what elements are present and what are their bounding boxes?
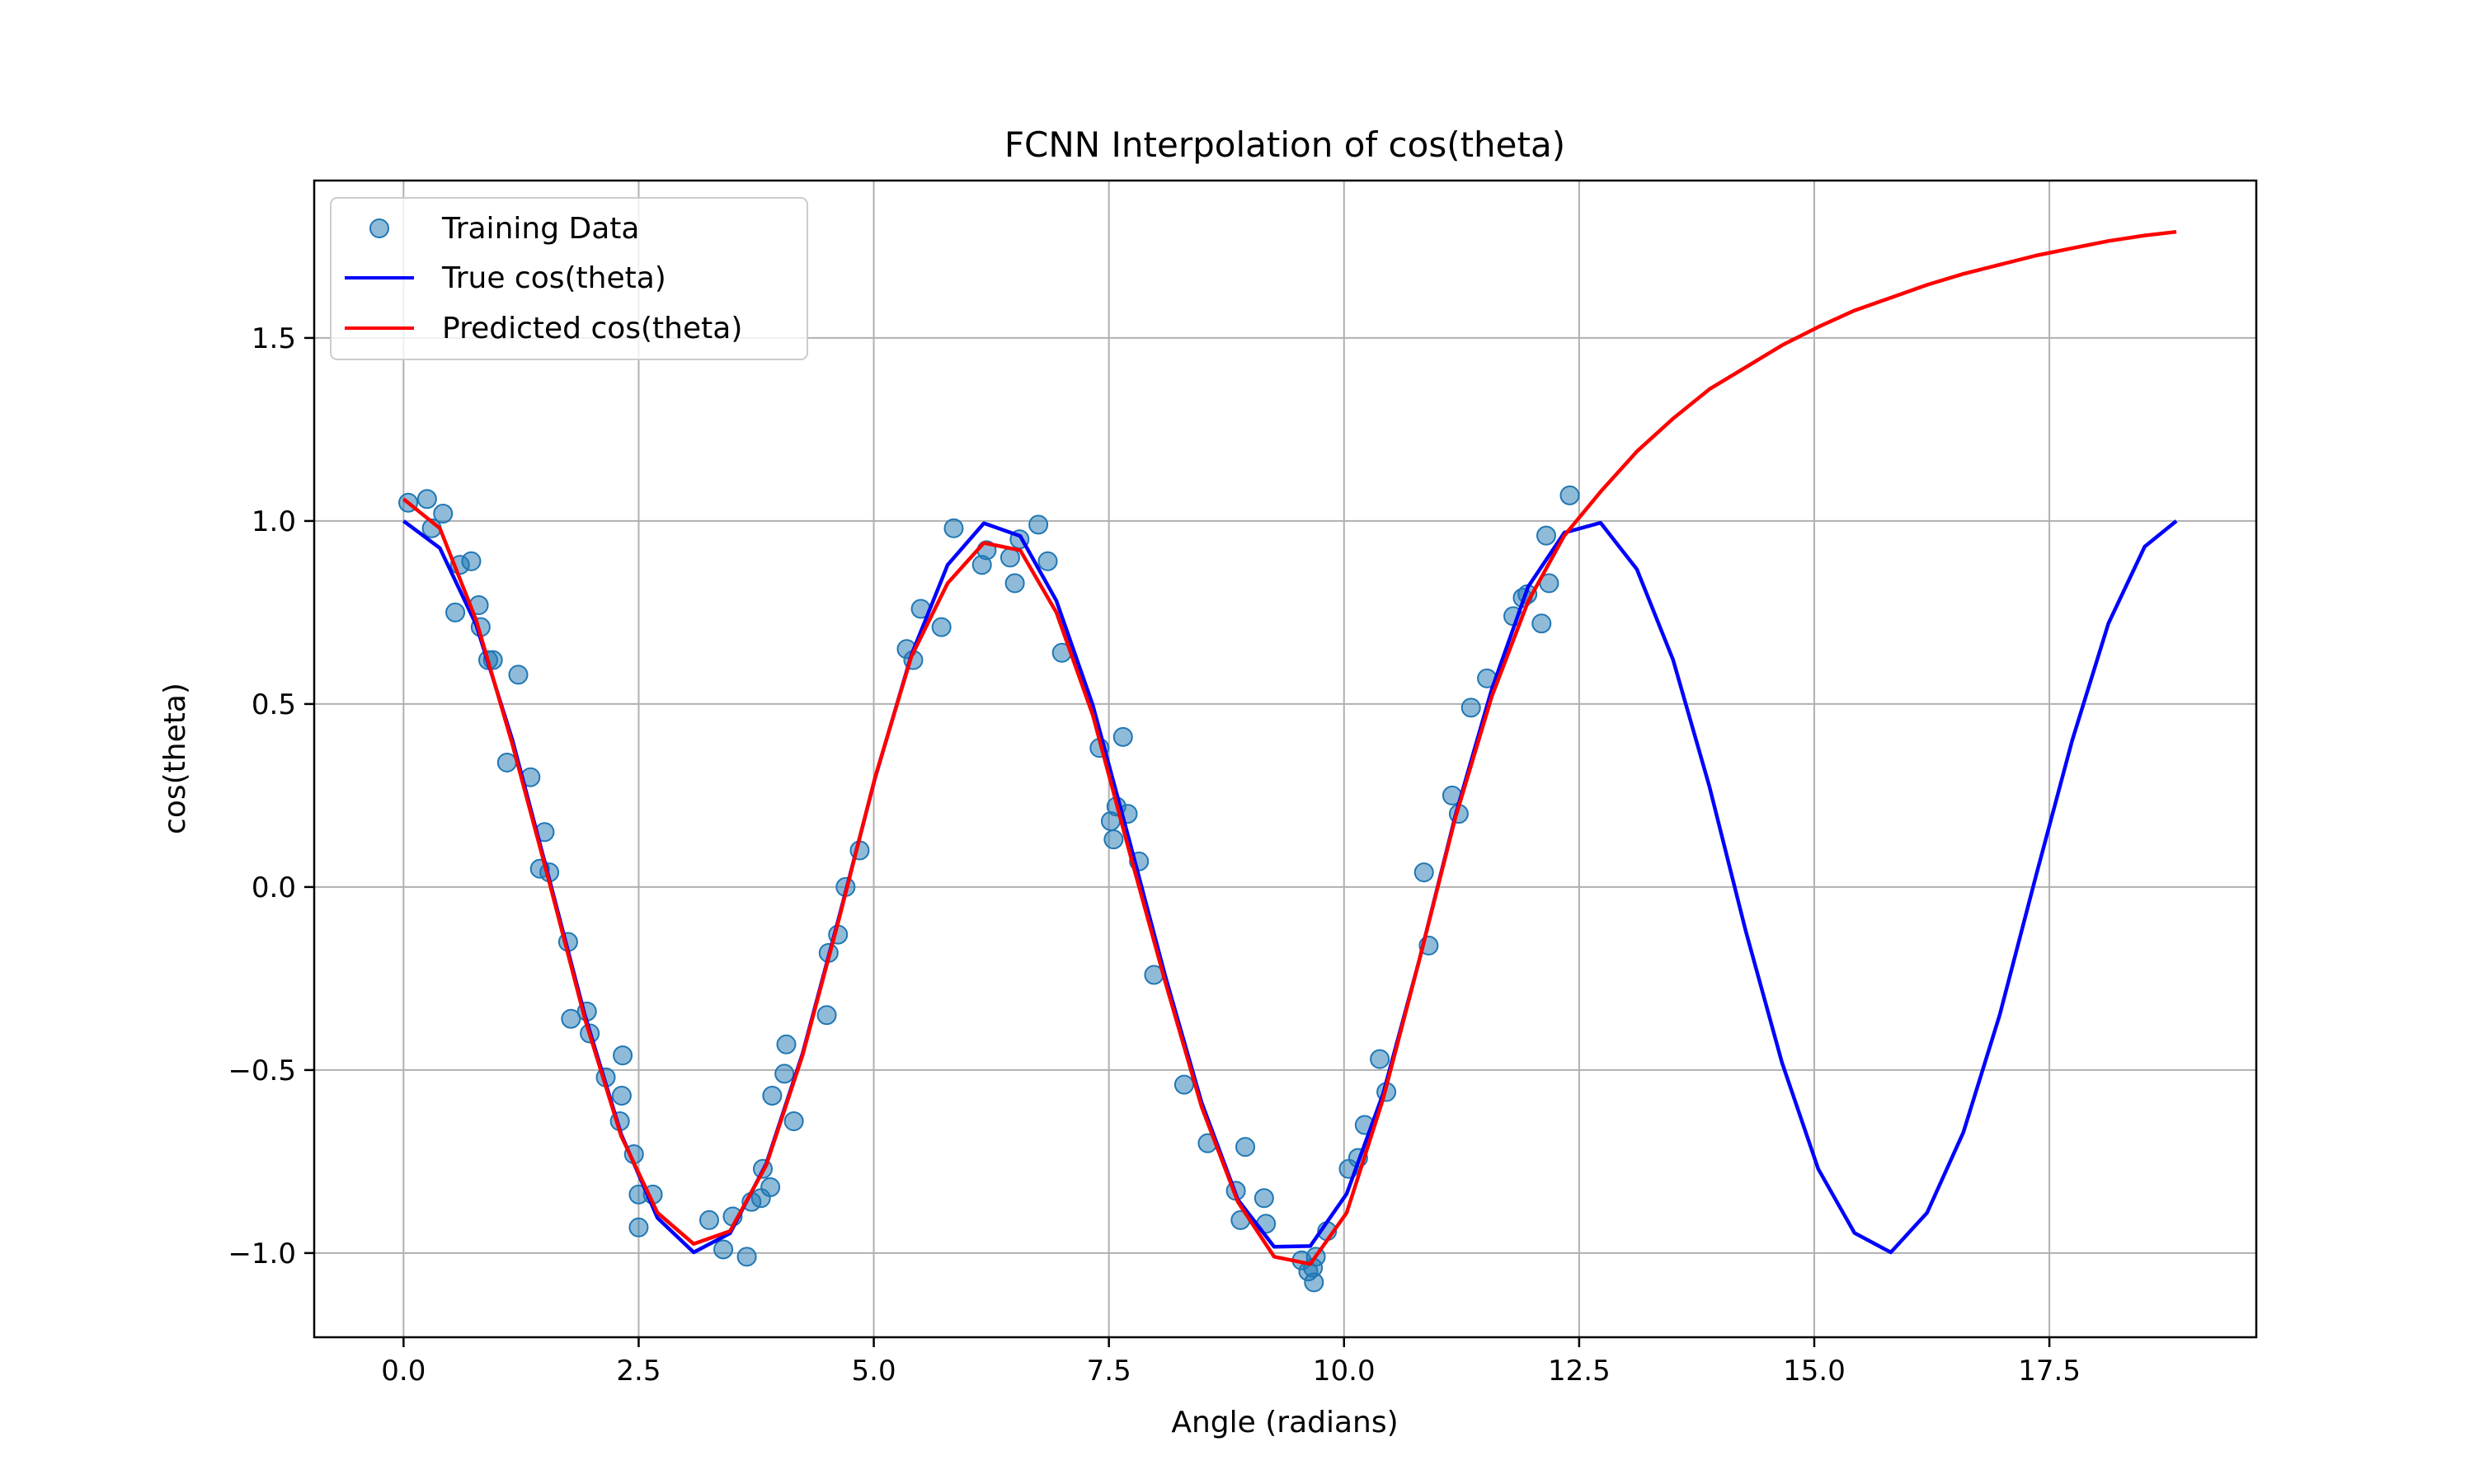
training-data-point — [776, 1034, 797, 1054]
training-data-point — [1103, 829, 1124, 850]
x-tick-label: 0.0 — [381, 1355, 426, 1388]
x-tick-label: 5.0 — [852, 1355, 896, 1388]
x-tick-label: 2.5 — [616, 1355, 661, 1388]
legend: Training Data True cos(theta) Predicted … — [330, 197, 808, 360]
training-data-point — [445, 602, 466, 622]
legend-marker-training-data — [369, 218, 389, 238]
y-tick-label: −1.0 — [228, 1237, 296, 1270]
training-data-point — [774, 1064, 795, 1084]
true-cos-line — [402, 519, 2178, 1255]
training-data-point — [1536, 525, 1556, 546]
y-tick-label: 0.0 — [252, 871, 296, 904]
training-data-point — [1028, 514, 1049, 535]
x-tick-label: 12.5 — [1548, 1355, 1611, 1388]
training-data-point — [611, 1085, 632, 1106]
y-axis-ticks: −1.0 −0.5 0.0 0.5 1.0 1.5 — [228, 322, 314, 1270]
training-data-point — [628, 1217, 649, 1237]
training-data-point — [943, 518, 964, 538]
training-data-point — [1559, 485, 1580, 505]
legend-box — [330, 197, 808, 360]
y-tick-label: 1.0 — [252, 505, 296, 538]
chart-title: FCNN Interpolation of cos(theta) — [1004, 124, 1565, 165]
training-data-point — [736, 1247, 757, 1267]
training-data-point — [1304, 1272, 1324, 1293]
training-data-point — [1112, 726, 1133, 747]
y-tick-label: 0.5 — [252, 688, 296, 721]
training-data-point — [762, 1085, 783, 1106]
x-axis-label: Angle (radians) — [1171, 1406, 1398, 1439]
y-tick-label: −0.5 — [228, 1054, 296, 1087]
y-tick-label: 1.5 — [252, 322, 296, 355]
training-data-point — [931, 617, 952, 637]
x-tick-label: 15.0 — [1783, 1355, 1846, 1388]
axes-frame — [313, 179, 2258, 1339]
training-data-point — [1413, 862, 1434, 883]
training-data-point — [1004, 573, 1025, 594]
predicted-cos-line — [402, 229, 2177, 1266]
training-data-point — [1531, 613, 1552, 634]
x-tick-label: 17.5 — [2018, 1355, 2081, 1388]
x-tick-label: 7.5 — [1087, 1355, 1131, 1388]
training-data-point — [760, 1176, 781, 1197]
training-data-point — [713, 1239, 734, 1260]
y-axis-label: cos(theta) — [158, 683, 192, 834]
plot-area — [398, 229, 2178, 1293]
training-data-point — [416, 489, 437, 510]
training-data-point — [508, 665, 529, 685]
training-data-point — [433, 504, 454, 524]
training-data-point — [1460, 697, 1481, 718]
training-data-point — [1235, 1137, 1256, 1158]
training-data-point — [461, 551, 482, 571]
training-data-point — [613, 1045, 633, 1066]
training-data-point — [496, 752, 517, 773]
x-tick-label: 10.0 — [1313, 1355, 1376, 1388]
training-data-point — [561, 1008, 581, 1029]
training-data-point — [1037, 551, 1058, 571]
x-axis-ticks: 0.0 2.5 5.0 7.5 10.0 12.5 15.0 17.5 — [381, 1337, 2081, 1388]
training-data-point — [783, 1111, 804, 1132]
legend-label-training-data: Training Data — [441, 212, 639, 246]
training-data-point — [816, 1005, 837, 1026]
training-data-point — [1174, 1074, 1194, 1095]
training-data-point — [1253, 1188, 1274, 1209]
training-data-point — [698, 1209, 719, 1230]
legend-label-true-cos: True cos(theta) — [441, 261, 666, 295]
legend-label-predicted-cos: Predicted cos(theta) — [442, 312, 742, 345]
training-data-point — [1370, 1049, 1390, 1069]
grid — [314, 181, 2256, 1337]
